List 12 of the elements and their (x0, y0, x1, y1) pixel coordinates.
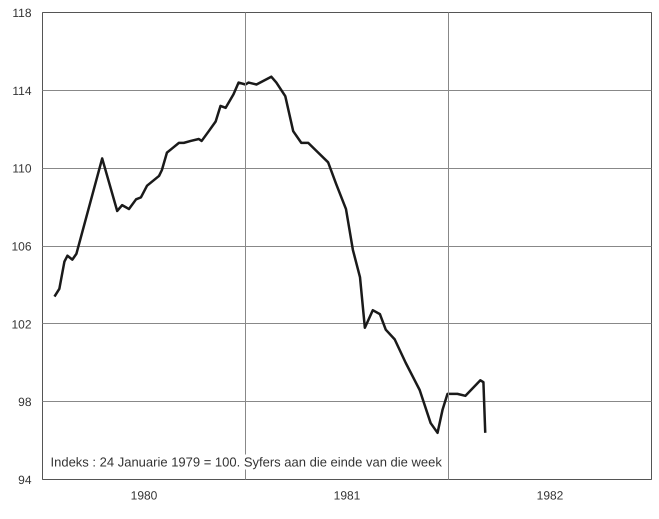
y-tick-label: 114 (12, 84, 32, 98)
x-tick-label: 1982 (536, 488, 564, 502)
annotation: Indeks : 24 Januarie 1979 = 100. Syfers aan die einde van die week (50, 454, 442, 470)
y-tick-label: 118 (12, 6, 32, 20)
line-series (53, 75, 486, 434)
y-tick-label: 98 (18, 395, 32, 410)
x-tick-label: 1981 (334, 488, 361, 502)
y-tick-label: 102 (11, 317, 32, 332)
y-tick-label: 94 (18, 473, 32, 487)
y-tick-label: 110 (12, 162, 32, 176)
y-tick-label: 106 (11, 240, 32, 254)
x-tick-label: 1980 (130, 488, 158, 502)
